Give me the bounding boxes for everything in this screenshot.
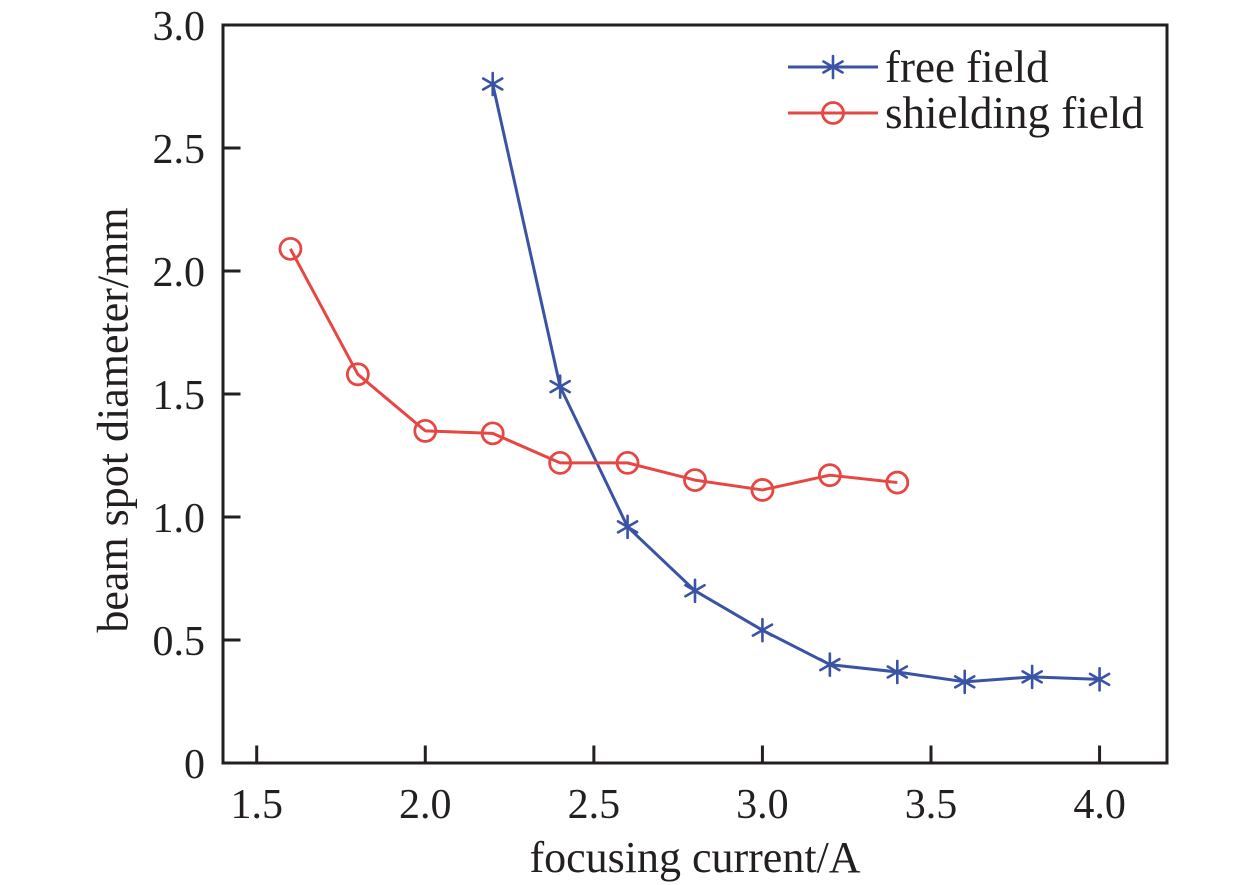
circle-marker (548, 450, 573, 475)
circle-marker (817, 463, 842, 488)
legend-item-free-field: free field (786, 44, 1144, 90)
y-tick-label: 1.0 (153, 496, 206, 542)
legend-item-shielding-field: shielding field (786, 90, 1144, 136)
x-tick-label: 2.5 (568, 782, 621, 828)
y-tick-label: 0 (184, 742, 205, 788)
asterisk-marker (549, 374, 571, 399)
circle-marker (345, 362, 370, 387)
legend: free field shielding field (786, 44, 1144, 136)
y-tick-label: 2.5 (153, 127, 206, 173)
y-tick-label: 3.0 (153, 4, 206, 50)
series-free-field (481, 71, 1111, 695)
circle-marker (683, 468, 707, 493)
x-tick-label: 4.0 (1073, 782, 1126, 828)
legend-label-shielding-field: shielding field (885, 88, 1144, 138)
shielding-field-line-marker-icon (788, 101, 878, 125)
asterisk-marker (751, 617, 774, 643)
asterisk-marker (616, 514, 639, 540)
free-field-line-marker-icon (788, 54, 878, 80)
y-tick-label: 2.0 (153, 250, 206, 296)
asterisk-marker (822, 60, 844, 74)
series-shielding-field (278, 236, 910, 502)
circle-marker (480, 421, 505, 446)
asterisk-marker (886, 659, 909, 685)
asterisk-marker (481, 71, 504, 97)
asterisk-marker (1021, 664, 1043, 690)
y-tick-label: 1.5 (153, 373, 206, 419)
series-line-shielding-field (289, 248, 898, 492)
x-tick-label: 2.0 (399, 782, 452, 828)
axes-spines (221, 23, 1169, 765)
circle-marker (278, 236, 303, 261)
asterisk-marker (819, 652, 841, 677)
circle-marker (821, 101, 845, 125)
legend-label-free-field: free field (885, 42, 1049, 92)
asterisk-marker (953, 669, 976, 695)
x-tick-label: 1.5 (230, 782, 283, 828)
circle-marker (885, 470, 910, 495)
asterisk-marker (684, 578, 706, 604)
series-line-free-field (491, 83, 1100, 684)
circle-marker (750, 478, 775, 502)
x-tick-label: 3.0 (736, 782, 789, 828)
x-axis-label: focusing current/A (529, 833, 861, 882)
circle-marker (413, 418, 438, 443)
circle-marker (615, 450, 640, 475)
asterisk-marker (1088, 667, 1111, 692)
y-axis-label: beam spot diameter/mm (88, 207, 138, 633)
y-tick-label: 0.5 (153, 619, 206, 665)
x-tick-label: 3.5 (905, 782, 958, 828)
